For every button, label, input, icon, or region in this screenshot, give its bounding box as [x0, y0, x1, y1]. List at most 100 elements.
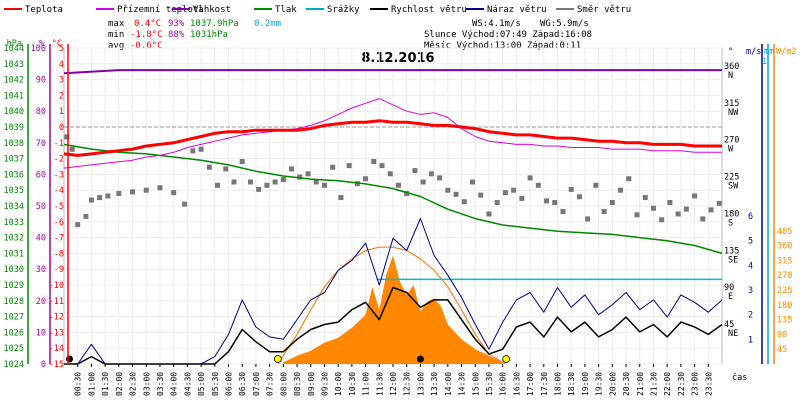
legend-label-vlhkost: Vlhkost: [193, 5, 231, 15]
x-tick-label: 01:30: [101, 372, 110, 396]
series-smer-vetru-point: [239, 159, 245, 165]
legend-label-srazky: Srážky: [327, 5, 360, 15]
series-smer-vetru-point: [83, 213, 89, 219]
x-tick-label: 11:00: [362, 372, 371, 396]
axis-pct-tick: 50: [36, 202, 46, 212]
x-tick-label: 09:30: [320, 372, 329, 396]
x-tick-label: 02:30: [129, 372, 138, 396]
x-tick-label: 18:00: [554, 372, 563, 396]
axis-dir-cardinal: E: [728, 292, 733, 302]
series-smer-vetru-point: [642, 195, 648, 201]
x-axis-label: čas: [732, 372, 747, 383]
series-smer-vetru-point: [601, 209, 607, 215]
axis-temp-tick: -13: [49, 328, 64, 338]
series-smer-vetru-point: [289, 166, 295, 172]
legend-label-tlak: Tlak: [275, 5, 297, 15]
series-smer-vetru-point: [313, 179, 319, 185]
series-smer-vetru-point: [280, 177, 286, 183]
axis-temp-tick: -4: [54, 186, 64, 196]
series-smer-vetru-point: [683, 206, 689, 212]
axis-dir-unit: °: [728, 47, 733, 57]
x-tick-label: 10:00: [334, 372, 343, 396]
axis-dir-tick: 225: [724, 173, 739, 183]
series-smer-vetru-point: [206, 164, 212, 170]
x-tick-label: 19:30: [595, 372, 604, 396]
axis-temp-tick: -12: [49, 313, 64, 323]
legend: Teplota Přízemní teplota Vlhkost Tlak Sr…: [4, 5, 631, 15]
series-smer-vetru-point: [626, 176, 632, 182]
axis-temp-tick: -15: [49, 360, 64, 370]
series-smer-vetru-point: [453, 191, 459, 197]
series-smer-vetru-point: [494, 200, 500, 206]
series-smer-vetru-point: [130, 189, 136, 195]
x-tick-label: 17:00: [526, 372, 535, 396]
x-tick-label: 11:30: [375, 372, 384, 396]
axis-wm2-tick: 135: [777, 316, 792, 326]
stats-min-press: 1031hPa: [190, 30, 228, 40]
series-smer-vetru-point: [182, 201, 188, 207]
x-tick-label: 21:30: [649, 372, 658, 396]
axis-dir-tick: 135: [724, 246, 739, 256]
series-smer-vetru-point: [502, 190, 508, 196]
series-smer-vetru-point: [387, 171, 393, 177]
axis-pct-unit: %: [39, 39, 44, 49]
axis-dir-tick: 180: [724, 209, 739, 219]
x-tick-label: 15:30: [485, 372, 494, 396]
series-smer-vetru-point: [593, 182, 599, 188]
axis-temp-tick: -3: [54, 170, 64, 180]
axis-hpa-tick: 1031: [4, 249, 24, 259]
series-smer-vetru-point: [231, 179, 237, 185]
axis-dir-cardinal: N: [728, 71, 733, 81]
stats-ws: WS:4.1m/s: [472, 19, 521, 29]
x-tick-label: 15:00: [471, 372, 480, 396]
series-smer-vetru-point: [519, 195, 525, 201]
x-tick-label: 21:00: [636, 372, 645, 396]
stats-min-label: min: [108, 30, 124, 40]
axis-hpa-tick: 1039: [4, 123, 24, 133]
series-smer-vetru-point: [143, 187, 149, 193]
series-smer-vetru-point: [478, 192, 484, 198]
x-tick-label: 14:30: [458, 372, 467, 396]
x-tick-label: 12:00: [389, 372, 398, 396]
axis-wm2-tick: 45: [777, 345, 787, 355]
x-tick-label: 23:00: [691, 372, 700, 396]
x-tick-label: 18:30: [567, 372, 576, 396]
x-tick-label: 03:30: [156, 372, 165, 396]
series-smer-vetru-point: [461, 199, 467, 205]
axis-dir-cardinal: SE: [728, 255, 738, 265]
x-tick-label: 22:30: [677, 372, 686, 396]
legend-item-smer-vetru: Směr větru: [556, 5, 631, 15]
axis-dir-tick: 270: [724, 136, 739, 146]
axis-hpa-tick: 1036: [4, 170, 24, 180]
series-solar-area: [283, 255, 503, 364]
axis-dir-cardinal: SW: [728, 182, 739, 192]
axis-temp-tick: -6: [54, 218, 64, 228]
sunrise-marker: [273, 355, 282, 363]
series-smer-vetru-point: [437, 175, 443, 181]
axis-wm2-unit: W/m2: [776, 47, 796, 57]
axis-wm2-tick: 225: [777, 286, 792, 296]
series-smer-vetru-point: [198, 146, 204, 152]
x-tick-label: 13:30: [430, 372, 439, 396]
x-tick-label: 09:00: [307, 372, 316, 396]
series-smer-vetru-point: [88, 197, 94, 203]
axis-temp-tick: -8: [54, 249, 64, 259]
series-smer-vetru-point: [75, 222, 81, 228]
stats-min-temp: -1.8°C: [130, 30, 163, 40]
series-smer-vetru-point: [105, 193, 111, 199]
axis-dir-cardinal: NW: [728, 108, 739, 118]
series-teplota-line: [63, 119, 722, 157]
series-smer-vetru-point: [667, 200, 673, 206]
legend-item-rychlost-vetru: Rychlost větru: [370, 5, 467, 15]
x-tick-label: 04:00: [170, 372, 179, 396]
series-smer-vetru-point: [568, 186, 574, 192]
series-smer-vetru-point: [247, 179, 253, 185]
axis-hpa-tick: 1041: [4, 91, 24, 101]
series-smer-vetru-point: [634, 212, 640, 218]
axis-pct-tick: 30: [36, 265, 46, 275]
series-smer-vetru-point: [190, 148, 196, 154]
series-smer-vetru-point: [297, 174, 303, 180]
series-smer-vetru-point: [535, 182, 541, 188]
axis-dir-cardinal: W: [728, 145, 734, 155]
x-tick-label: 19:00: [581, 372, 590, 396]
